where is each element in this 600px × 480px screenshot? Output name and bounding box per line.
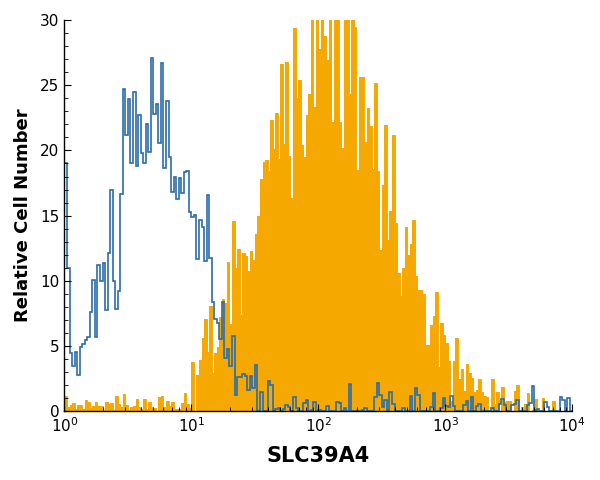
- Y-axis label: Relative Cell Number: Relative Cell Number: [14, 109, 32, 323]
- X-axis label: SLC39A4: SLC39A4: [267, 446, 370, 466]
